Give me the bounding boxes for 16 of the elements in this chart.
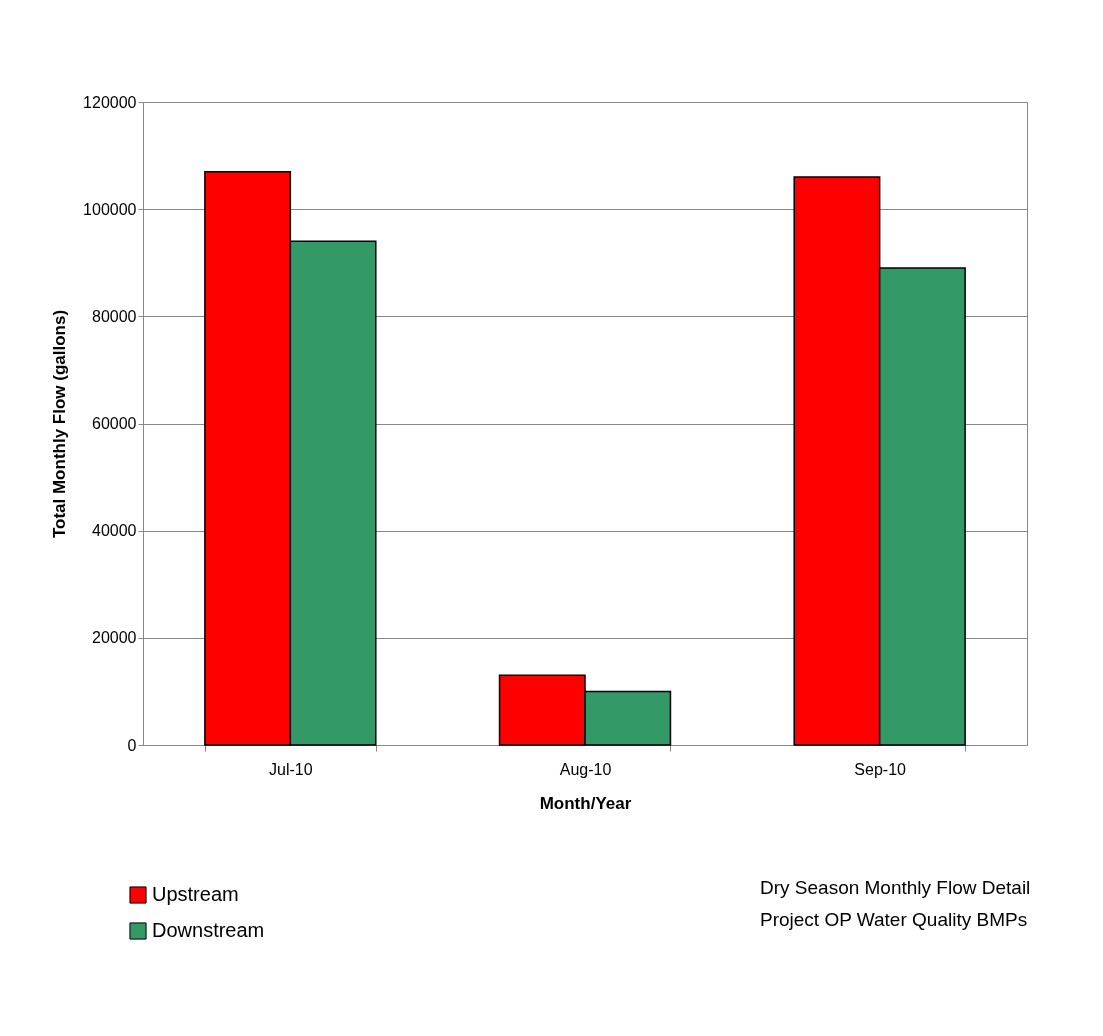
y-tick-label: 20000 (92, 629, 137, 647)
y-tick-label: 0 (127, 736, 137, 754)
y-tick-label: 100000 (83, 200, 137, 218)
x-axis-title: Month/Year (539, 793, 632, 813)
y-axis-title: Total Monthly Flow (gallons) (50, 309, 70, 539)
x-tick-label: Jul-10 (269, 760, 313, 778)
legend-label: Downstream (152, 919, 265, 941)
x-tick-label: Aug-10 (559, 760, 612, 778)
text: Project OP Water Quality BMPs (760, 909, 1028, 930)
y-tick-label: 120000 (83, 93, 137, 111)
y-tick-label: 40000 (92, 522, 137, 540)
legend-label: Upstream (152, 883, 239, 905)
x-tick-label: Sep-10 (854, 760, 907, 778)
y-tick-label: 80000 (92, 307, 137, 325)
y-tick-label: 60000 (92, 415, 137, 432)
text: Dry Season Monthly Flow Detail (760, 877, 1031, 898)
